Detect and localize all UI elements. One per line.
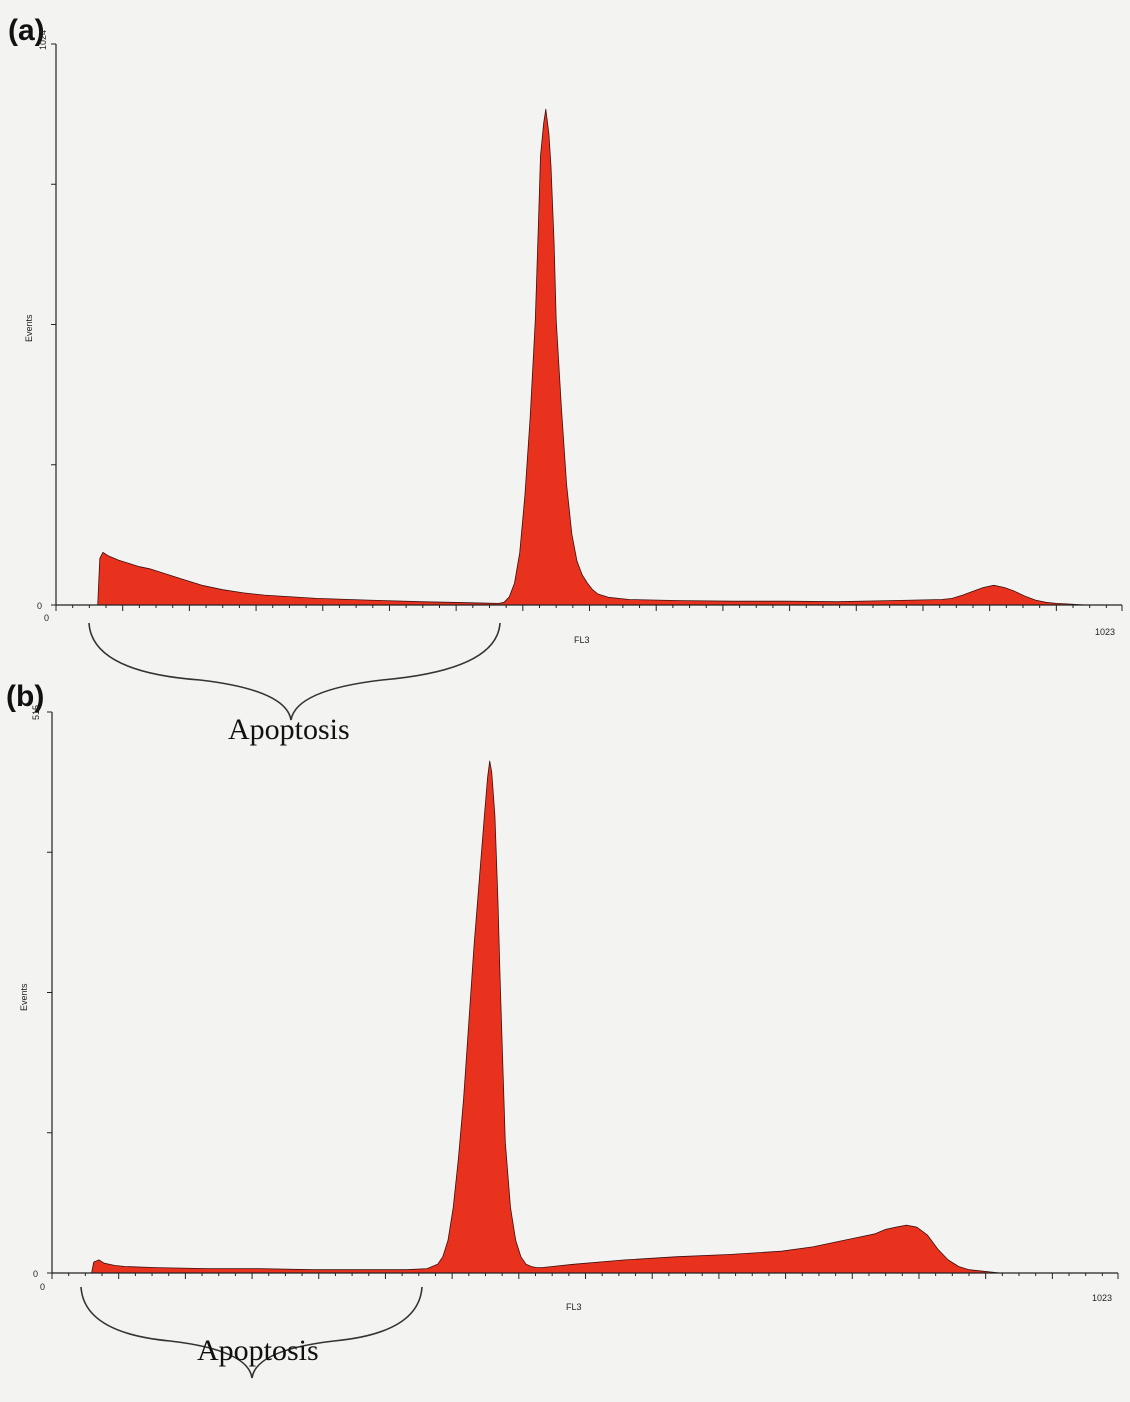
panel-a-y-ticks bbox=[51, 43, 56, 606]
panel-b-series-area-0 bbox=[91, 760, 1012, 1274]
panel-b-y-tick-max: 515 bbox=[31, 705, 41, 720]
panel-a-x-ticks bbox=[55, 605, 1123, 611]
panel-b-x-ticks bbox=[51, 1273, 1119, 1279]
panel-b-series bbox=[91, 760, 1012, 1274]
panel-b-y-axis-title: Events bbox=[19, 983, 29, 1011]
panel-b-histogram: (b) 0 515 0 1023 FL3 Events Apoptosis bbox=[6, 680, 1119, 1379]
panel-a-y-tick-max: 1024 bbox=[38, 30, 48, 50]
panel-a-series bbox=[97, 108, 1099, 606]
panel-b-apoptosis-label: Apoptosis bbox=[197, 1334, 319, 1367]
panel-b-label: (b) bbox=[6, 680, 44, 713]
panel-a-label: (a) bbox=[8, 14, 45, 47]
panel-a-y-axis-title: Events bbox=[24, 314, 34, 342]
panel-b-apoptosis-brace bbox=[80, 1286, 423, 1379]
panel-a-x-tick-max: 1023 bbox=[1095, 627, 1115, 637]
panel-a-x-tick-min: 0 bbox=[44, 613, 49, 623]
panel-a-apoptosis-brace bbox=[88, 622, 501, 721]
panel-b-y-tick-min: 0 bbox=[33, 1269, 38, 1279]
panel-b-x-tick-min: 0 bbox=[40, 1282, 45, 1292]
panel-a-histogram: (a) 0 1024 0 1023 FL3 Events Apoptosis bbox=[8, 14, 1123, 746]
panel-a-apoptosis-label: Apoptosis bbox=[228, 713, 350, 746]
panel-b-x-tick-max: 1023 bbox=[1092, 1293, 1112, 1303]
panel-b-y-ticks bbox=[47, 711, 52, 1274]
panel-a-y-tick-min: 0 bbox=[37, 601, 42, 611]
panel-a-x-axis-title: FL3 bbox=[574, 635, 590, 645]
panel-a-series-area-0 bbox=[97, 108, 1099, 606]
panel-b-x-axis-title: FL3 bbox=[566, 1302, 582, 1312]
